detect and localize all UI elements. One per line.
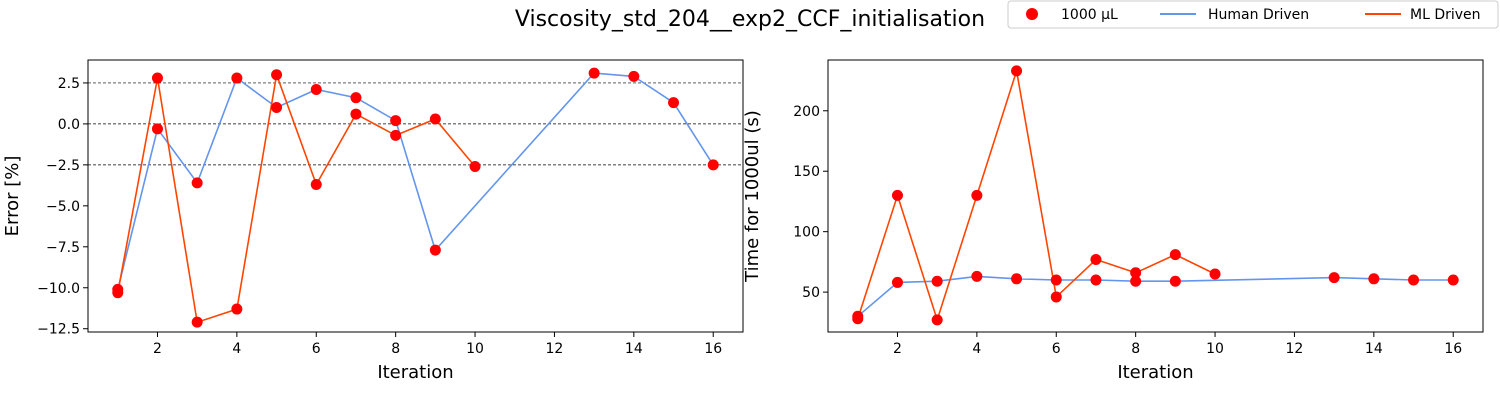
human-driven-point <box>310 83 322 95</box>
human-driven-point <box>429 244 441 256</box>
axes-frame <box>827 59 1484 333</box>
x-tick-label: 2 <box>893 341 902 357</box>
y-tick-label: −2.5 <box>46 158 80 174</box>
error-plot: 2 4 6 8 10 12 14 16 2.5 0.0 −2.5 −5.0 −7.5 −10.0 −12.5… <box>2 59 744 383</box>
ml-driven-point <box>191 316 203 328</box>
x-tick-label: 6 <box>1052 341 1061 357</box>
ml-driven-point <box>390 129 402 141</box>
y-axis-label: Error [%] <box>2 156 23 237</box>
human-driven-point <box>1130 275 1142 287</box>
human-driven-point <box>390 115 402 127</box>
ml-driven-point <box>931 314 943 326</box>
y-tick-label: −7.5 <box>46 240 80 256</box>
ml-driven-point <box>429 113 441 125</box>
human-driven-point <box>1328 272 1340 284</box>
y-tick-label: −10.0 <box>37 281 80 297</box>
human-driven-point <box>971 270 983 282</box>
ml-driven-point <box>1209 268 1221 280</box>
legend-label-ml: ML Driven <box>1410 7 1481 23</box>
human-driven-point <box>1011 273 1023 285</box>
ml-driven-point <box>151 72 163 84</box>
human-driven-point <box>1368 273 1380 285</box>
x-tick-label: 14 <box>1365 341 1383 357</box>
x-tick-label: 4 <box>972 341 981 357</box>
legend-label-human: Human Driven <box>1208 7 1309 23</box>
legend-marker-icon <box>1026 8 1038 20</box>
human-driven-point <box>1090 274 1102 286</box>
human-driven-point <box>151 123 163 135</box>
x-tick-label: 14 <box>625 341 643 357</box>
legend: 1000 µL Human Driven ML Driven <box>1007 0 1499 29</box>
time-plot: 2 4 6 8 10 12 14 16 50 100 150 200 Iteration Time for… <box>742 59 1484 383</box>
ml-driven-point <box>891 189 903 201</box>
human-driven-point <box>191 177 203 189</box>
x-tick-label: 8 <box>1131 341 1140 357</box>
human-driven-series-line <box>857 275 1454 317</box>
ml-driven-point <box>310 179 322 191</box>
human-driven-point <box>931 275 943 287</box>
x-tick-label: 12 <box>1286 341 1304 357</box>
legend-label-1000ul: 1000 µL <box>1061 7 1118 23</box>
human-driven-point <box>588 67 600 79</box>
x-tick-label: 16 <box>704 341 722 357</box>
x-tick-label: 4 <box>232 341 241 357</box>
human-driven-point <box>1050 274 1062 286</box>
y-tick-label: 100 <box>793 225 820 241</box>
ml-driven-point <box>271 69 283 81</box>
figure-title: Viscosity_std_204__exp2_CCF_initialisati… <box>515 7 985 32</box>
x-tick-label: 12 <box>546 341 564 357</box>
human-driven-point <box>271 102 283 114</box>
x-axis-label: Iteration <box>1117 362 1193 383</box>
ml-driven-point <box>231 303 243 315</box>
human-driven-point <box>350 92 362 104</box>
ml-driven-point <box>971 189 983 201</box>
ml-driven-point <box>1050 291 1062 303</box>
x-axis-label: Iteration <box>377 362 453 383</box>
y-tick-label: 150 <box>793 164 820 180</box>
ml-driven-point <box>1011 65 1023 77</box>
human-driven-point <box>707 159 719 171</box>
human-driven-point <box>668 97 680 109</box>
y-tick-label: 2.5 <box>58 76 80 92</box>
axes-frame <box>87 59 744 333</box>
ml-driven-series-line <box>117 71 476 324</box>
legend-frame <box>1007 0 1499 29</box>
y-tick-label: 200 <box>793 104 820 120</box>
ml-driven-point <box>1090 253 1102 265</box>
x-tick-label: 10 <box>1206 341 1224 357</box>
human-driven-point <box>1447 274 1459 286</box>
ml-driven-point <box>469 161 481 173</box>
y-tick-label: −5.0 <box>46 199 80 215</box>
ml-driven-point <box>112 287 124 299</box>
ml-driven-point <box>1169 249 1181 261</box>
x-tick-label: 8 <box>391 341 400 357</box>
x-tick-label: 10 <box>466 341 484 357</box>
human-driven-point <box>891 276 903 288</box>
x-tick-label: 16 <box>1444 341 1462 357</box>
ml-driven-point <box>350 108 362 120</box>
x-tick-label: 2 <box>153 341 162 357</box>
ml-driven-series-line <box>857 70 1216 323</box>
ml-driven-point <box>852 313 864 325</box>
y-axis-label: Time for 1000ul (s) <box>742 110 763 283</box>
human-driven-point <box>1169 275 1181 287</box>
x-tick-label: 6 <box>312 341 321 357</box>
ml-driven-point <box>1130 267 1142 279</box>
human-driven-point <box>1408 274 1420 286</box>
y-tick-label: −12.5 <box>37 322 80 338</box>
y-tick-label: 50 <box>802 285 820 301</box>
human-driven-point <box>231 72 243 84</box>
y-tick-label: 0.0 <box>58 117 80 133</box>
human-driven-series-line <box>117 72 714 290</box>
human-driven-point <box>628 70 640 82</box>
